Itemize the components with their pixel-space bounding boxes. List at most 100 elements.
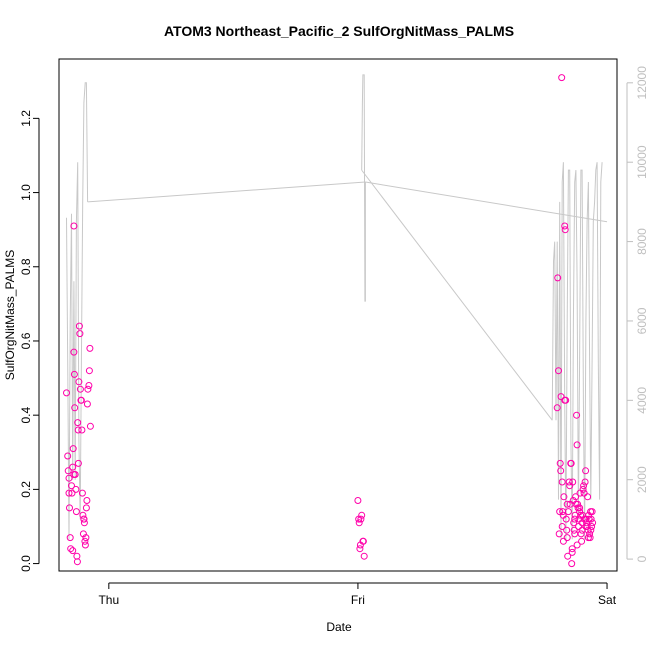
y2-tick-label: 10000 bbox=[635, 145, 649, 179]
data-point bbox=[77, 396, 85, 404]
data-point bbox=[567, 459, 575, 467]
data-point bbox=[568, 548, 576, 556]
data-point bbox=[586, 530, 594, 538]
plot-frame bbox=[58, 58, 618, 572]
data-point bbox=[577, 530, 585, 538]
y2-tick-label: 8000 bbox=[635, 228, 649, 255]
data-point bbox=[584, 534, 592, 542]
data-point bbox=[73, 558, 81, 566]
data-point bbox=[63, 389, 70, 397]
data-point bbox=[563, 534, 571, 542]
data-point bbox=[555, 530, 563, 538]
data-point bbox=[360, 552, 368, 560]
data-point bbox=[558, 523, 566, 530]
data-point bbox=[359, 537, 367, 545]
data-point bbox=[556, 459, 564, 467]
data-point bbox=[79, 511, 87, 519]
y-tick-label: 1.2 bbox=[19, 110, 33, 127]
data-point bbox=[581, 478, 589, 486]
data-point bbox=[579, 485, 587, 493]
y2-tick-label: 0 bbox=[635, 555, 649, 562]
data-point bbox=[589, 519, 597, 527]
data-point bbox=[573, 441, 581, 449]
data-point bbox=[76, 385, 84, 393]
data-point bbox=[74, 459, 82, 467]
chart-title: ATOM3 Northeast_Pacific_2 SulfOrgNitMass… bbox=[164, 23, 514, 39]
data-point bbox=[585, 515, 593, 523]
data-point bbox=[64, 467, 72, 475]
data-point bbox=[86, 344, 94, 352]
data-point bbox=[82, 504, 90, 512]
data-point bbox=[588, 508, 596, 516]
data-point bbox=[563, 526, 571, 534]
y-tick-label: 0.0 bbox=[19, 555, 33, 572]
data-point bbox=[81, 541, 89, 549]
data-point bbox=[561, 222, 569, 230]
data-point bbox=[66, 504, 73, 512]
data-point bbox=[571, 515, 579, 523]
data-point bbox=[565, 478, 573, 486]
data-point bbox=[573, 541, 581, 549]
altitude-connector-line bbox=[365, 181, 608, 223]
data-point bbox=[74, 419, 82, 427]
data-point bbox=[68, 489, 76, 497]
data-point bbox=[572, 493, 580, 501]
data-point bbox=[575, 523, 583, 530]
y2-tick-label: 6000 bbox=[635, 307, 649, 334]
data-point bbox=[573, 411, 581, 419]
x-tick-label: Sat bbox=[598, 593, 617, 607]
data-point bbox=[582, 523, 590, 530]
data-point bbox=[555, 367, 562, 375]
altitude-line-segment bbox=[361, 74, 366, 302]
data-point bbox=[357, 515, 365, 523]
data-point bbox=[78, 489, 86, 497]
data-point bbox=[75, 378, 83, 386]
data-point bbox=[570, 519, 578, 527]
data-point bbox=[354, 497, 362, 504]
y-axis-label: SulfOrgNitMass_PALMS bbox=[3, 250, 17, 380]
data-point bbox=[75, 322, 83, 330]
data-point bbox=[358, 511, 366, 519]
altitude-connector-line bbox=[361, 169, 553, 421]
data-point bbox=[554, 274, 562, 282]
data-point bbox=[577, 511, 585, 519]
data-point bbox=[72, 485, 80, 493]
y2-tick-label: 4000 bbox=[635, 387, 649, 414]
data-point bbox=[69, 445, 77, 453]
data-point bbox=[83, 400, 91, 408]
data-point bbox=[355, 519, 363, 527]
y-tick-label: 0.2 bbox=[19, 481, 33, 498]
data-point bbox=[553, 404, 561, 412]
y-tick-label: 0.6 bbox=[19, 332, 33, 349]
x-tick-label: Thu bbox=[98, 593, 119, 607]
data-point bbox=[576, 504, 584, 512]
data-point bbox=[71, 404, 79, 412]
data-point bbox=[68, 482, 75, 490]
data-point bbox=[578, 537, 586, 545]
data-point bbox=[559, 537, 567, 545]
data-point bbox=[65, 489, 73, 497]
data-point bbox=[570, 526, 578, 534]
altitude-line-segment bbox=[66, 82, 89, 540]
data-point bbox=[66, 534, 74, 542]
data-point bbox=[569, 478, 577, 486]
data-point bbox=[72, 508, 80, 516]
y2-tick-label: 2000 bbox=[635, 466, 649, 493]
data-point bbox=[76, 330, 84, 338]
data-point bbox=[582, 467, 590, 475]
data-point bbox=[85, 367, 93, 375]
y2-tick-label: 12000 bbox=[635, 66, 649, 100]
data-points-layer bbox=[63, 74, 597, 568]
data-point bbox=[74, 426, 82, 434]
data-point bbox=[562, 515, 570, 523]
data-point bbox=[580, 482, 588, 490]
data-point bbox=[560, 493, 568, 501]
y-tick-label: 0.8 bbox=[19, 258, 33, 275]
altitude-line-segment bbox=[551, 162, 603, 540]
data-point bbox=[587, 515, 595, 523]
data-point bbox=[78, 426, 86, 434]
data-point bbox=[563, 500, 571, 508]
data-point bbox=[81, 537, 89, 545]
data-point bbox=[578, 526, 586, 534]
